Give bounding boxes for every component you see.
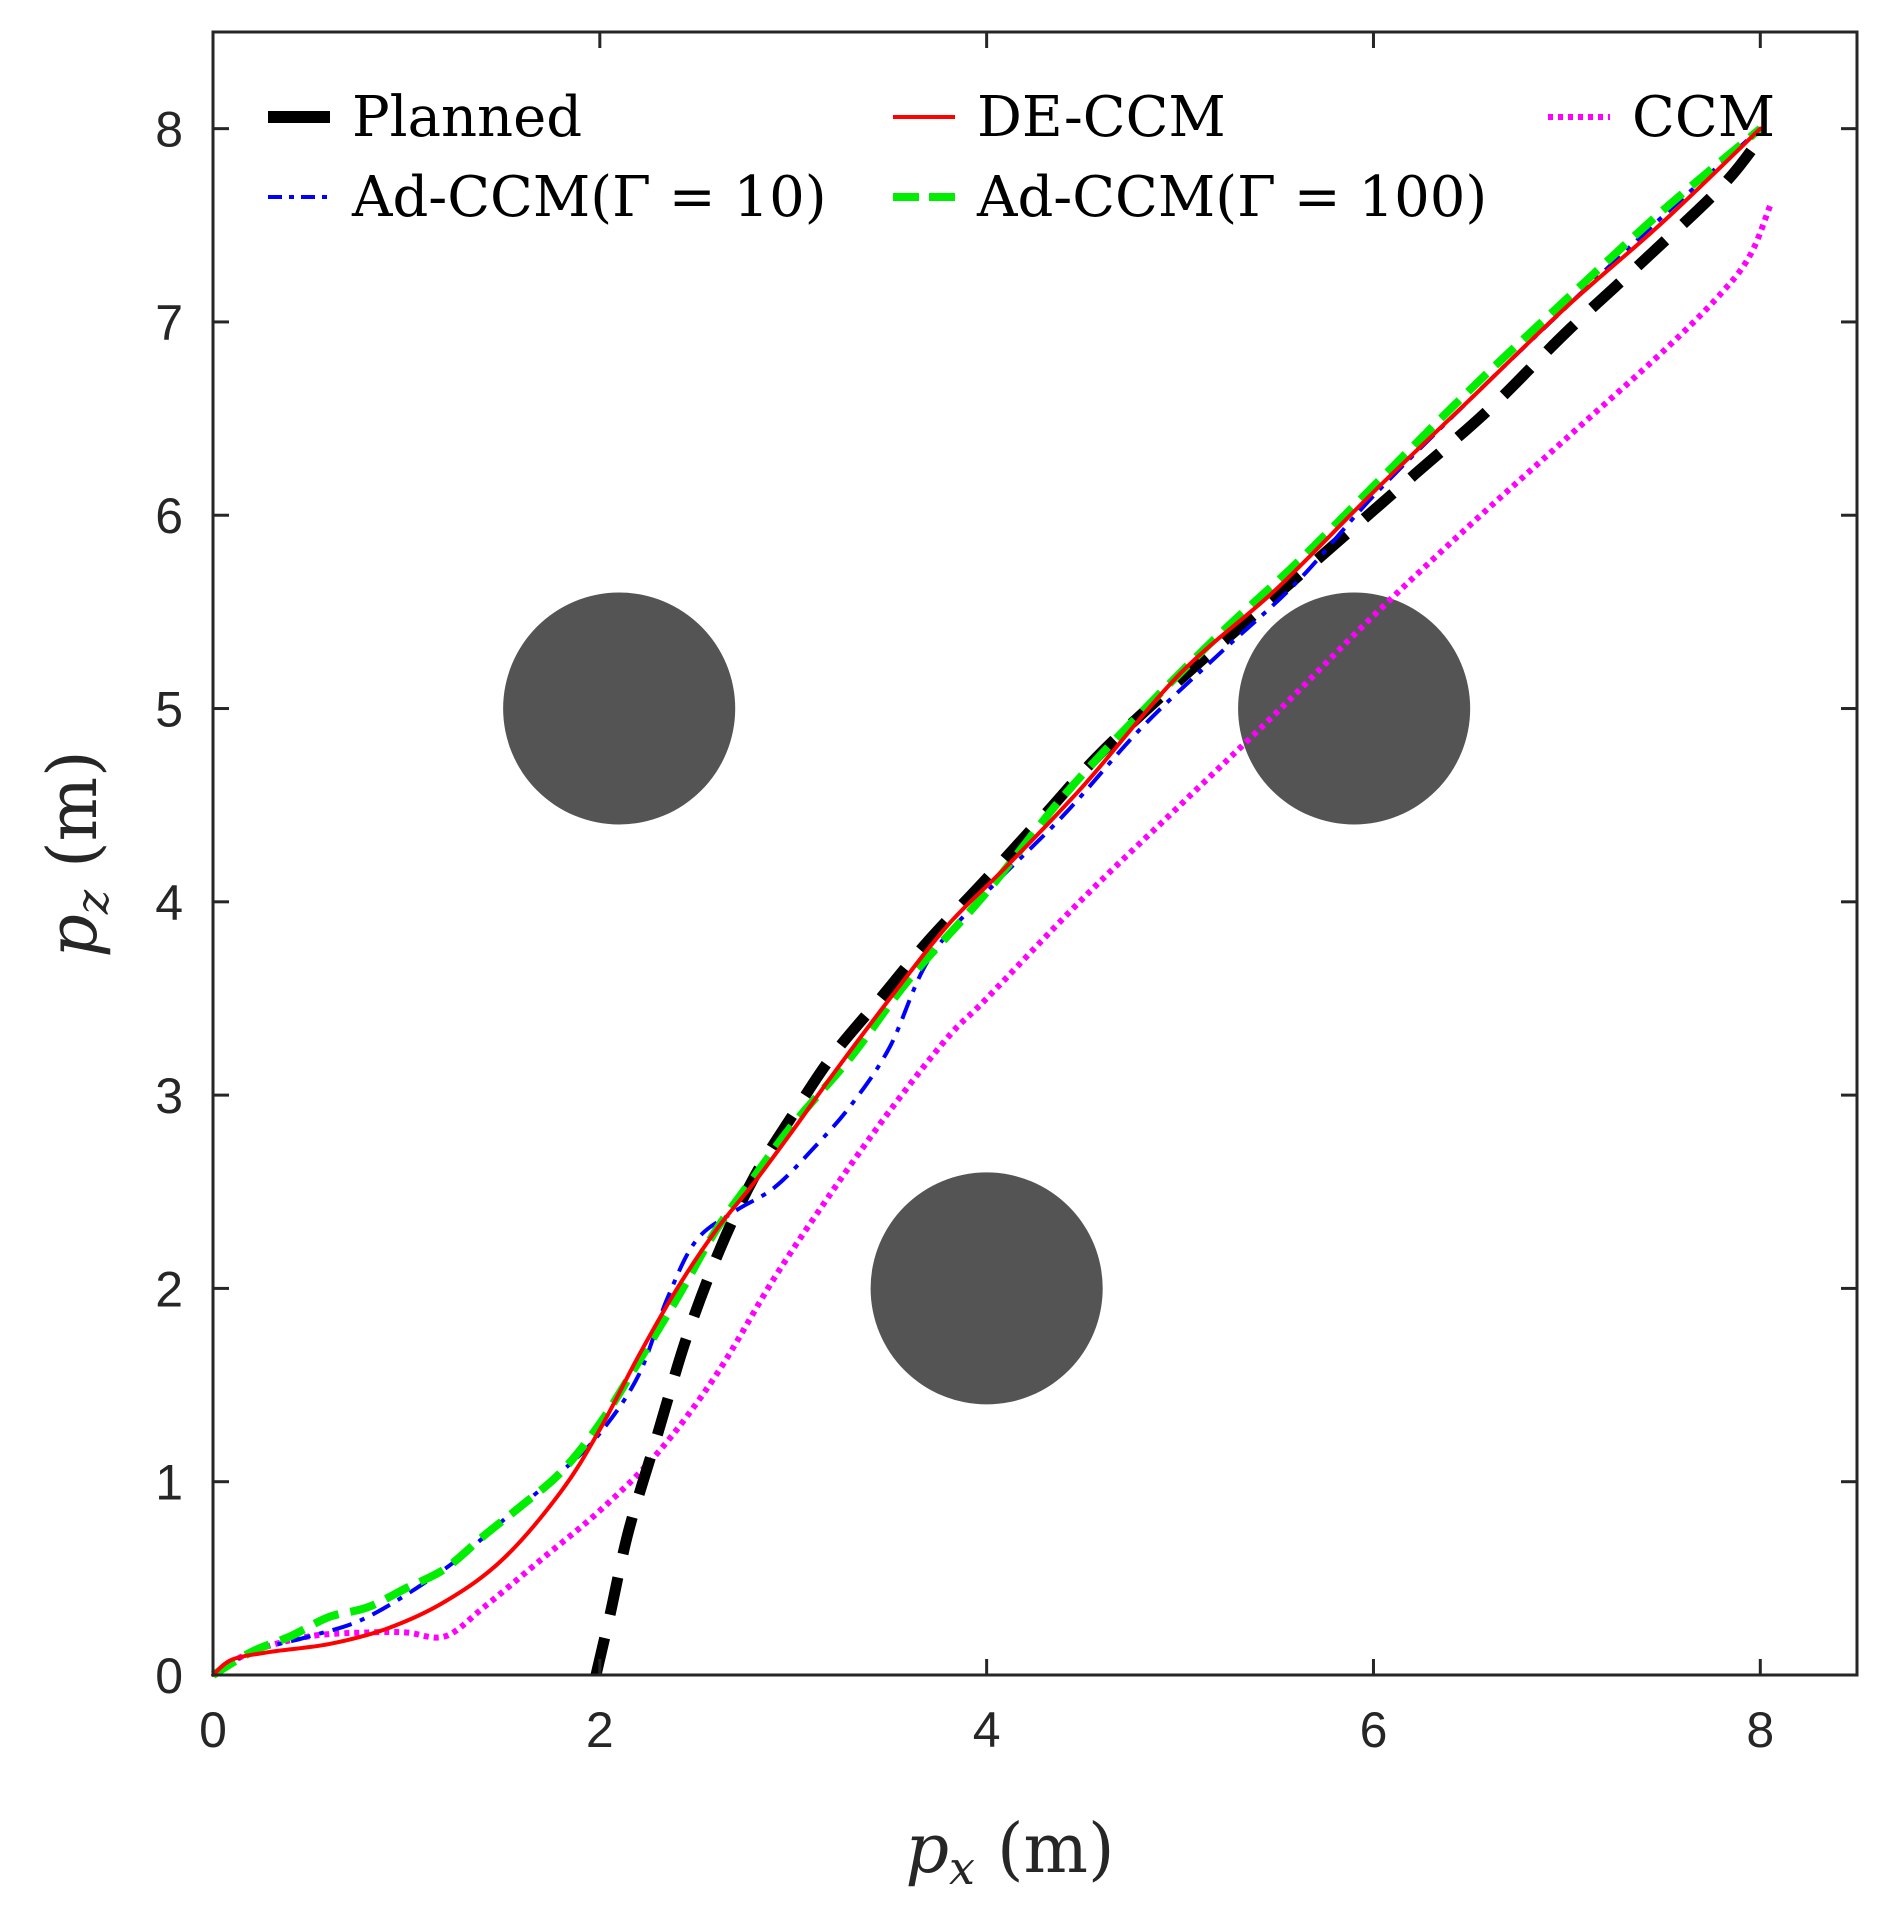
obstacles-layer	[503, 592, 1471, 1405]
legend: Planned DE-CCM CCM Ad-CCM(Γ = 10) Ad-CCM(Γ =…	[268, 85, 1775, 230]
x-tick-label: 4	[973, 1702, 1001, 1758]
series-line-ad-ccm-100	[210, 125, 1763, 1679]
legend-item-de-ccm: DE-CCM	[893, 85, 1226, 150]
x-tick-label: 0	[199, 1702, 227, 1758]
y-tick-label: 3	[155, 1068, 183, 1124]
legend-label: Ad-CCM(Γ = 10)	[351, 165, 827, 230]
series-line-ccm	[211, 204, 1773, 1678]
y-tick-label: 0	[155, 1648, 183, 1704]
legend-label: DE-CCM	[977, 85, 1226, 150]
series-line-ad-ccm-10	[211, 127, 1762, 1677]
x-tick-label: 6	[1360, 1702, 1388, 1758]
y-tick-label: 1	[155, 1455, 183, 1511]
legend-item-planned: Planned	[268, 85, 582, 150]
y-axis-label: pz(m)	[34, 750, 119, 957]
legend-item-ad-ccm-100: Ad-CCM(Γ = 100)	[893, 165, 1487, 230]
y-tick-label: 4	[155, 875, 183, 931]
y-tick-label: 7	[155, 295, 183, 351]
legend-label: Planned	[352, 85, 582, 150]
legend-label: CCM	[1632, 85, 1775, 150]
x-axis-label: px (m)	[905, 1810, 1114, 1895]
y-tick-label: 6	[155, 488, 183, 544]
series-layer	[210, 125, 1773, 1679]
x-tick-label: 8	[1746, 1702, 1774, 1758]
y-tick-label: 8	[155, 102, 183, 158]
plot-frame	[211, 30, 1859, 1677]
obstacle-1	[503, 592, 736, 825]
legend-item-ad-ccm-10: Ad-CCM(Γ = 10)	[268, 165, 827, 230]
obstacle-3	[870, 1172, 1103, 1405]
y-tick-label: 5	[155, 682, 183, 738]
series-line-planned	[590, 134, 1765, 1677]
legend-item-ccm: CCM	[1548, 85, 1775, 150]
y-tick-label: 2	[155, 1261, 183, 1317]
ticks-layer: 0 2 4 6 8 0 1 2 3 4 5 6 7 8	[155, 32, 1857, 1758]
legend-label: Ad-CCM(Γ = 100)	[976, 165, 1487, 230]
plot-area	[213, 32, 1857, 1675]
series-line-de-ccm	[211, 126, 1763, 1677]
obstacle-2	[1238, 592, 1471, 825]
x-tick-label: 2	[586, 1702, 614, 1758]
